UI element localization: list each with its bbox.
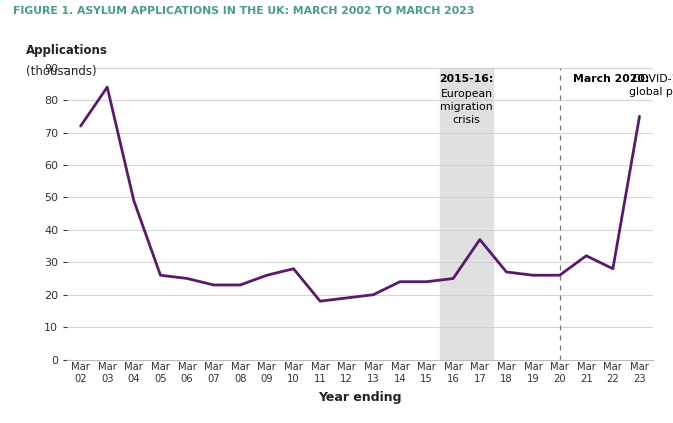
Text: 2015-16:: 2015-16: bbox=[439, 74, 494, 84]
Text: European
migration
crisis: European migration crisis bbox=[440, 89, 493, 125]
Text: March 2020:: March 2020: bbox=[573, 74, 649, 84]
Text: FIGURE 1. ASYLUM APPLICATIONS IN THE UK: MARCH 2002 TO MARCH 2023: FIGURE 1. ASYLUM APPLICATIONS IN THE UK:… bbox=[13, 6, 475, 16]
Text: Applications: Applications bbox=[26, 44, 108, 58]
Text: (thousands): (thousands) bbox=[26, 65, 97, 78]
Bar bbox=[440, 68, 493, 360]
Text: COVID-19
global pandemic declared: COVID-19 global pandemic declared bbox=[629, 74, 673, 97]
X-axis label: Year ending: Year ending bbox=[318, 391, 402, 404]
